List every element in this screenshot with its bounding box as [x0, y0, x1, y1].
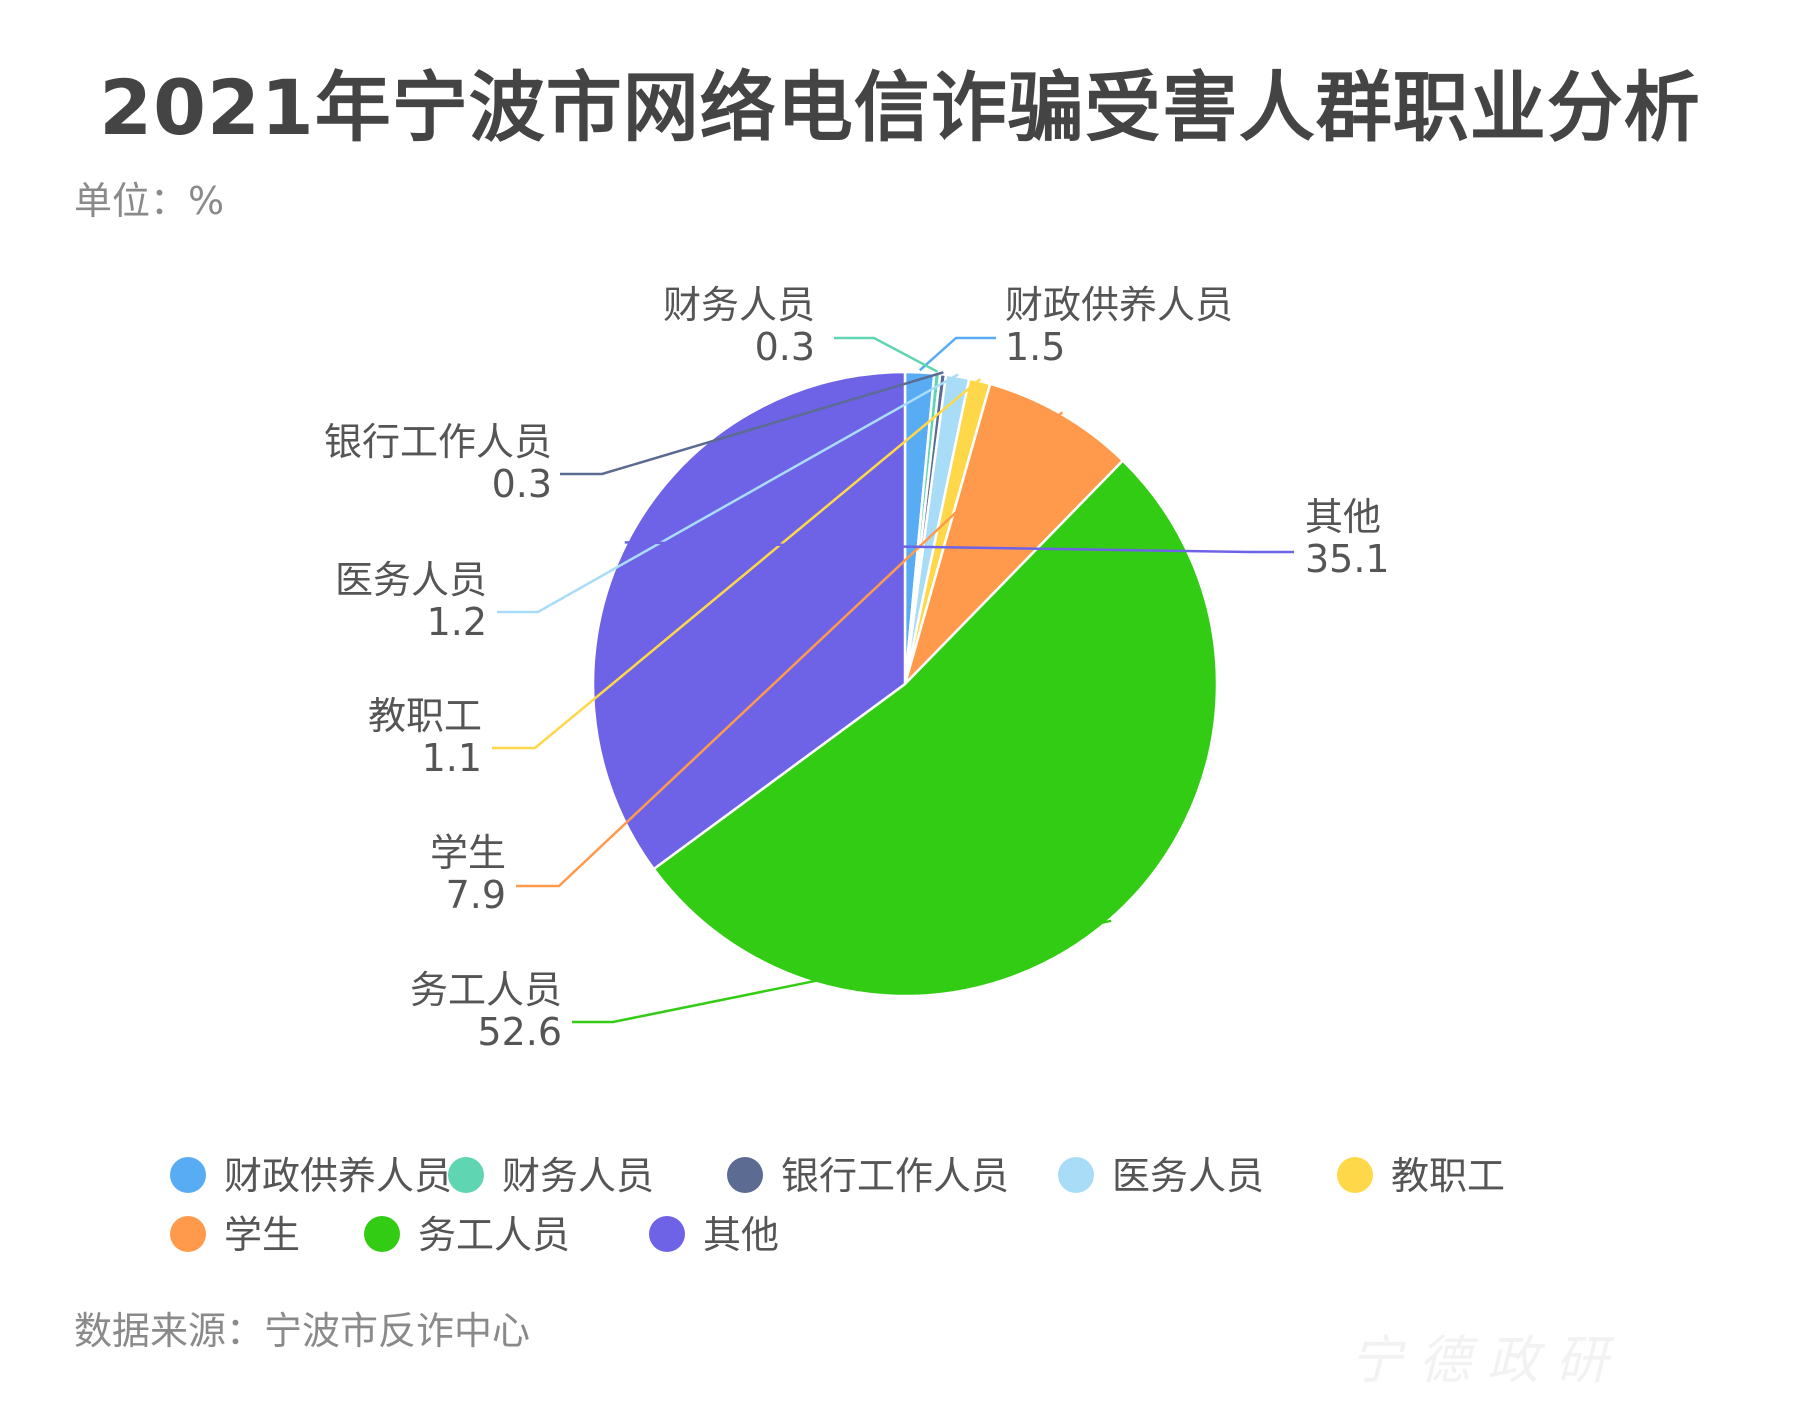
slice-4-label: 教职工	[368, 694, 482, 738]
legend-label-5: 学生	[224, 1213, 300, 1257]
legend-marker-6	[364, 1216, 400, 1252]
legend-marker-7	[649, 1216, 685, 1252]
legend-label-2: 银行工作人员	[781, 1154, 1009, 1198]
slice-5-label: 学生	[430, 831, 506, 875]
slice-4-leader-line	[492, 378, 982, 750]
data-source: 数据来源：宁波市反诈中心	[74, 1309, 531, 1353]
legend-marker-4	[1337, 1157, 1373, 1193]
slice-6-value: 52.6	[477, 1010, 562, 1054]
slice-4-value: 1.1	[422, 736, 482, 780]
slice-6-label: 务工人员	[410, 968, 562, 1012]
slice-1-label: 财务人员	[663, 283, 815, 327]
slice-0-leader-line	[918, 336, 996, 372]
legend-marker-1	[448, 1157, 484, 1193]
pie-slices	[591, 370, 1219, 998]
slice-0-value: 1.5	[1005, 325, 1065, 369]
legend-label-3: 医务人员	[1112, 1154, 1264, 1198]
slice-3-leader-line	[497, 373, 959, 614]
unit-label: 单位：%	[74, 179, 225, 223]
legend-label-0: 财政供养人员	[224, 1154, 452, 1198]
slice-6-wedge	[652, 459, 1219, 998]
slice-2-label: 银行工作人员	[324, 420, 552, 464]
chart-title: 2021年宁波市网络电信诈骗受害人群职业分析	[99, 63, 1701, 152]
watermark: 宁 德 政 研	[1350, 1331, 1608, 1391]
slice-3-label: 医务人员	[335, 558, 487, 602]
slice-7-label: 其他	[1305, 495, 1381, 539]
legend-label-7: 其他	[703, 1213, 779, 1257]
legend-marker-3	[1058, 1157, 1094, 1193]
legend-label-1: 财务人员	[502, 1154, 654, 1198]
slice-2-value: 0.3	[492, 462, 552, 506]
slice-0-label: 财政供养人员	[1005, 283, 1233, 327]
legend-label-6: 务工人员	[418, 1213, 570, 1257]
slice-7-value: 35.1	[1305, 537, 1390, 581]
slice-5-leader-line	[516, 411, 1064, 888]
slice-labels: 财政供养人员1.5财务人员0.3银行工作人员0.3医务人员1.2教职工1.1学生…	[324, 283, 1390, 1054]
slice-5-value: 7.9	[446, 873, 506, 917]
slice-6-leader-line	[572, 919, 1112, 1024]
slice-1-value: 0.3	[755, 325, 815, 369]
legend-marker-0	[170, 1157, 206, 1193]
slice-1-leader-line	[834, 336, 939, 373]
slice-7-leader-line	[624, 541, 1294, 554]
legend-marker-2	[727, 1157, 763, 1193]
legend-label-4: 教职工	[1391, 1154, 1505, 1198]
leader-lines	[492, 336, 1294, 1024]
slice-2-leader-line	[560, 371, 944, 476]
legend-marker-5	[170, 1216, 206, 1252]
slice-3-value: 1.2	[427, 600, 487, 644]
